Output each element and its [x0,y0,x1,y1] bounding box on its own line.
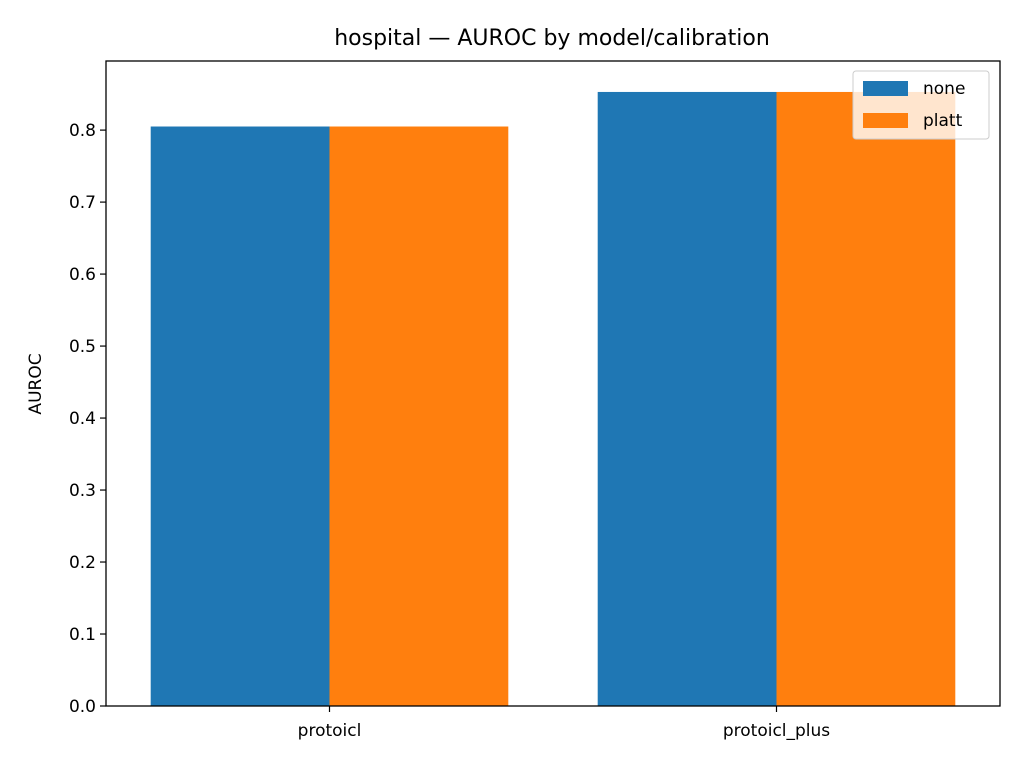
y-tick-label: 0.4 [69,409,96,429]
bar-none-protoicl_plus [597,91,777,707]
legend-swatch-platt [863,113,908,128]
x-tick-label: protoicl [298,721,362,741]
y-axis-label: AUROC [26,353,46,414]
bar-none-protoicl [150,126,330,706]
y-tick-label: 0.6 [69,265,96,285]
x-ticks-group: protoicl protoicl_plus [298,706,830,741]
legend: none platt [852,70,990,140]
bars-group [150,91,956,707]
x-tick-label: protoicl_plus [723,721,830,741]
y-tick-label: 0.2 [69,553,96,573]
y-tick-label: 0.8 [69,121,96,141]
y-tick-label: 0.1 [69,625,96,645]
legend-label-none: none [923,79,965,99]
y-tick-label: 0.7 [69,193,96,213]
y-tick-label: 0.3 [69,481,96,501]
legend-label-platt: platt [923,111,963,131]
bar-platt-protoicl [329,126,509,706]
chart-title: hospital — AUROC by model/calibration [334,26,770,51]
y-tick-label: 0.0 [69,697,96,717]
y-tick-label: 0.5 [69,337,96,357]
legend-swatch-none [863,81,908,96]
y-ticks-group: 0.0 0.1 0.2 0.3 0.4 0.5 0.6 0.7 0.8 [69,121,106,717]
plot-frame [105,60,1001,707]
bar-platt-protoicl_plus [776,91,956,707]
